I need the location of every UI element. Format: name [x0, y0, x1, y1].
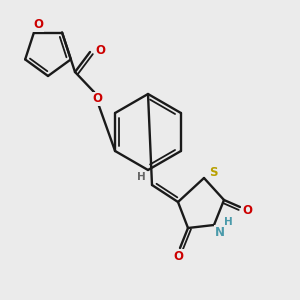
Text: O: O: [95, 44, 105, 56]
Text: O: O: [173, 250, 183, 262]
Text: O: O: [92, 92, 102, 106]
Text: N: N: [215, 226, 225, 238]
Text: S: S: [209, 167, 217, 179]
Text: O: O: [33, 18, 43, 31]
Text: H: H: [224, 217, 232, 227]
Text: O: O: [242, 203, 252, 217]
Text: H: H: [136, 172, 146, 182]
